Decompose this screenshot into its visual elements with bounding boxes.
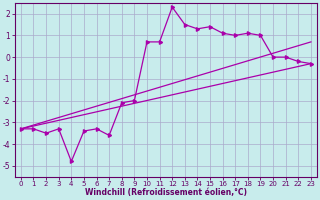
X-axis label: Windchill (Refroidissement éolien,°C): Windchill (Refroidissement éolien,°C) [85,188,247,197]
